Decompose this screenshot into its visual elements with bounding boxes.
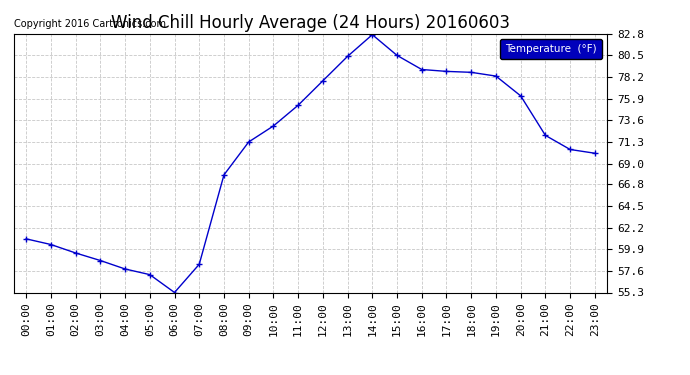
Title: Wind Chill Hourly Average (24 Hours) 20160603: Wind Chill Hourly Average (24 Hours) 201… xyxy=(111,14,510,32)
Legend: Temperature  (°F): Temperature (°F) xyxy=(500,39,602,59)
Text: Copyright 2016 Cartronics.com: Copyright 2016 Cartronics.com xyxy=(14,19,166,28)
